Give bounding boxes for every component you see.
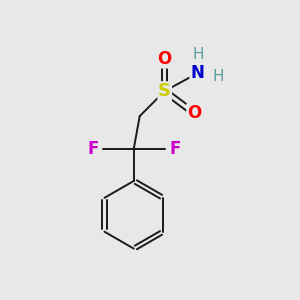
Text: H: H [193, 47, 204, 62]
Text: F: F [87, 140, 98, 158]
Text: O: O [187, 104, 201, 122]
Text: H: H [213, 69, 224, 84]
Text: F: F [169, 140, 181, 158]
Text: S: S [158, 82, 171, 100]
Text: O: O [158, 50, 172, 68]
Text: N: N [190, 64, 204, 82]
